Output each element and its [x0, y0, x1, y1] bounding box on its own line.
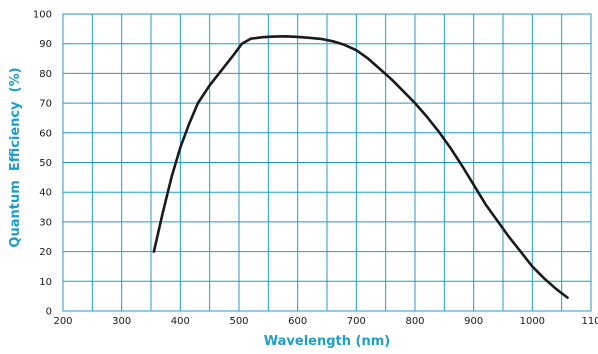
y-tick-label: 90: [39, 39, 52, 50]
x-tick-label: 300: [112, 316, 131, 327]
y-tick-label: 0: [46, 307, 52, 318]
x-tick-label: 200: [53, 316, 72, 327]
y-tick-label: 30: [39, 217, 52, 228]
x-tick-label: 600: [288, 316, 307, 327]
plot-frame: [62, 13, 592, 312]
y-tick-label: 100: [33, 10, 52, 21]
y-tick-label: 20: [39, 247, 52, 258]
series-line: [152, 35, 569, 299]
x-tick-label: 110: [581, 316, 598, 327]
y-tick-label: 60: [39, 128, 52, 139]
y-tick-label: 70: [39, 99, 52, 110]
x-tick-label: 900: [464, 316, 483, 327]
y-tick-label: 50: [39, 158, 52, 169]
y-tick-label: 10: [39, 277, 52, 288]
x-tick-labels: 200 300 400 500 600 700 800 900 1000 110: [53, 316, 598, 327]
x-axis-title: Wavelength (nm): [264, 334, 390, 349]
y-tick-labels: 0 10 20 30 40 50 60 70 80 90 100: [33, 10, 52, 318]
x-tick-label: 500: [229, 316, 248, 327]
x-tick-label: 800: [405, 316, 424, 327]
y-tick-label: 40: [39, 188, 52, 199]
grid: [63, 14, 591, 311]
y-axis-title: Quantum Efficiency (%): [8, 67, 23, 247]
x-tick-label: 700: [347, 316, 366, 327]
x-tick-label: 1000: [520, 316, 545, 327]
x-tick-label: 400: [171, 316, 190, 327]
y-tick-label: 80: [39, 69, 52, 80]
